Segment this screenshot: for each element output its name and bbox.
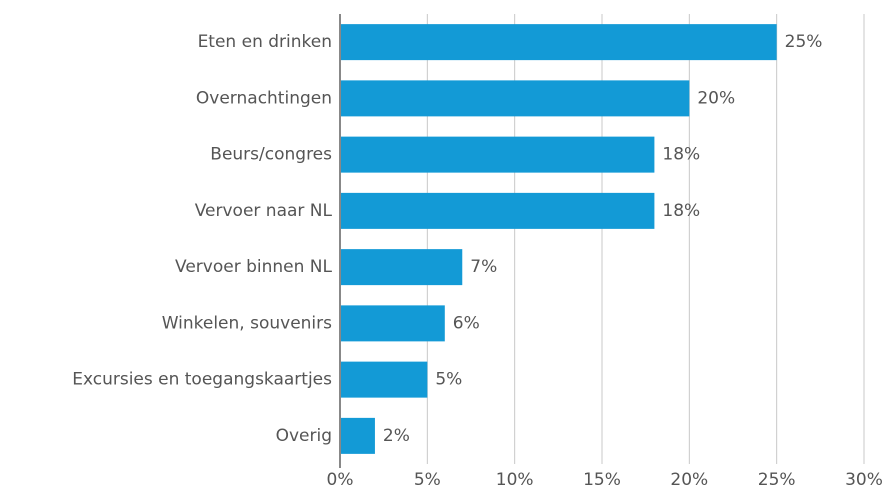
x-tick-label: 0% <box>327 470 354 490</box>
y-tick-label: Overig <box>276 426 332 446</box>
y-tick-label: Excursies en toegangskaartjes <box>72 370 332 390</box>
x-tick-label: 30% <box>845 470 883 490</box>
bar <box>340 136 655 173</box>
value-label: 2% <box>383 426 410 446</box>
y-tick-label: Winkelen, souvenirs <box>162 313 332 333</box>
value-label: 5% <box>435 370 462 390</box>
value-label: 25% <box>785 32 823 52</box>
bar <box>340 192 655 229</box>
bar <box>340 417 375 454</box>
value-label: 20% <box>697 88 735 108</box>
y-tick-label: Eten en drinken <box>198 32 332 52</box>
bar <box>340 24 777 61</box>
bar <box>340 80 690 117</box>
y-tick-label: Beurs/congres <box>210 145 332 165</box>
bar <box>340 249 463 286</box>
x-tick-label: 10% <box>496 470 534 490</box>
value-label: 18% <box>662 145 700 165</box>
value-label: 18% <box>662 201 700 221</box>
x-tick-label: 25% <box>758 470 796 490</box>
x-tick-label: 20% <box>670 470 708 490</box>
value-label: 6% <box>453 313 480 333</box>
value-label: 7% <box>470 257 497 277</box>
x-tick-label: 5% <box>414 470 441 490</box>
bar <box>340 361 428 398</box>
y-tick-label: Vervoer binnen NL <box>175 257 332 277</box>
bar <box>340 305 445 342</box>
y-tick-label: Vervoer naar NL <box>195 201 333 221</box>
y-tick-label: Overnachtingen <box>196 88 332 108</box>
x-tick-label: 15% <box>583 470 621 490</box>
